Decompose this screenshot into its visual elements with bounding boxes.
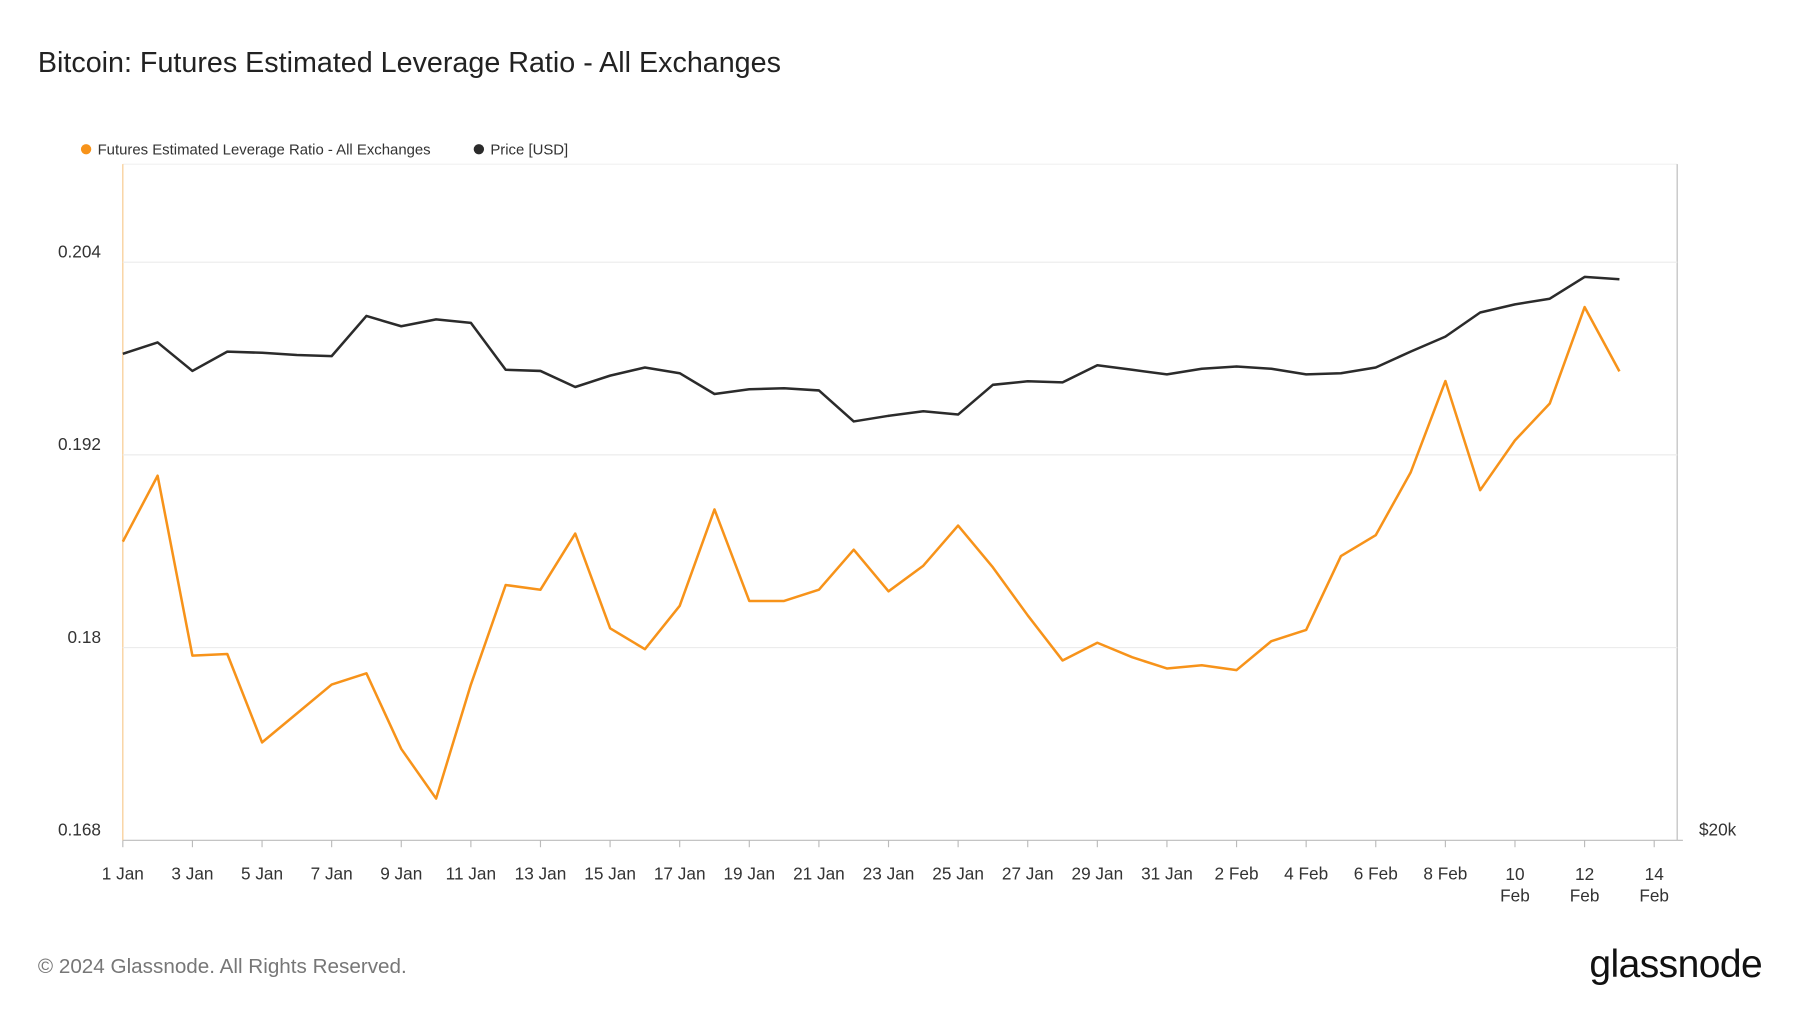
x-tick-label: 31 Jan: [1141, 863, 1193, 883]
x-tick-label: 25 Jan: [932, 863, 984, 883]
legend-label: Price [USD]: [490, 141, 568, 158]
x-tick-label: 7 Jan: [311, 863, 353, 883]
x-tick-label: 29 Jan: [1072, 863, 1124, 883]
x-tick-label: 1 Jan: [102, 863, 144, 883]
x-tick-label: 5 Jan: [241, 863, 283, 883]
x-tick-label: 12 Feb: [1570, 863, 1600, 905]
y-tick-label: 0.204: [58, 242, 101, 262]
x-tick-label: 9 Jan: [380, 863, 422, 883]
legend-item: Price [USD]: [473, 141, 568, 158]
x-tick-label: 3 Jan: [171, 863, 213, 883]
chart-title: Bitcoin: Futures Estimated Leverage Rati…: [38, 47, 781, 79]
y2-tick-label: $20k: [1699, 820, 1737, 840]
series-line: [121, 305, 1621, 800]
legend-marker: [80, 144, 92, 155]
x-tick-label: 23 Jan: [863, 863, 915, 883]
y-tick-label: 0.168: [58, 820, 101, 840]
x-tick-label: 11 Jan: [446, 863, 496, 883]
y-tick-label: 0.192: [58, 434, 101, 454]
x-tick-label: 4 Feb: [1284, 863, 1328, 883]
x-tick-label: 10 Feb: [1500, 863, 1530, 905]
x-tick-label: 14 Feb: [1639, 863, 1669, 905]
legend-item: Futures Estimated Leverage Ratio - All E…: [80, 141, 431, 158]
x-tick-label: 17 Jan: [654, 863, 706, 883]
x-tick-label: 8 Feb: [1423, 863, 1467, 883]
x-tick-label: 27 Jan: [1002, 863, 1054, 883]
x-tick-label: 13 Jan: [515, 863, 567, 883]
series-line: [122, 275, 1620, 423]
footer: © 2024 Glassnode. All Rights Reserved.: [38, 955, 407, 978]
legend-marker: [473, 144, 485, 155]
x-tick-label: 19 Jan: [723, 863, 775, 883]
x-tick-label: 6 Feb: [1354, 863, 1398, 883]
x-tick-label: 15 Jan: [584, 863, 636, 883]
y-tick-label: 0.18: [68, 627, 101, 647]
legend-label: Futures Estimated Leverage Ratio - All E…: [98, 141, 431, 158]
x-tick-label: 2 Feb: [1215, 863, 1259, 883]
logo: glassnode: [1589, 943, 1762, 986]
x-tick-label: 21 Jan: [793, 863, 845, 883]
